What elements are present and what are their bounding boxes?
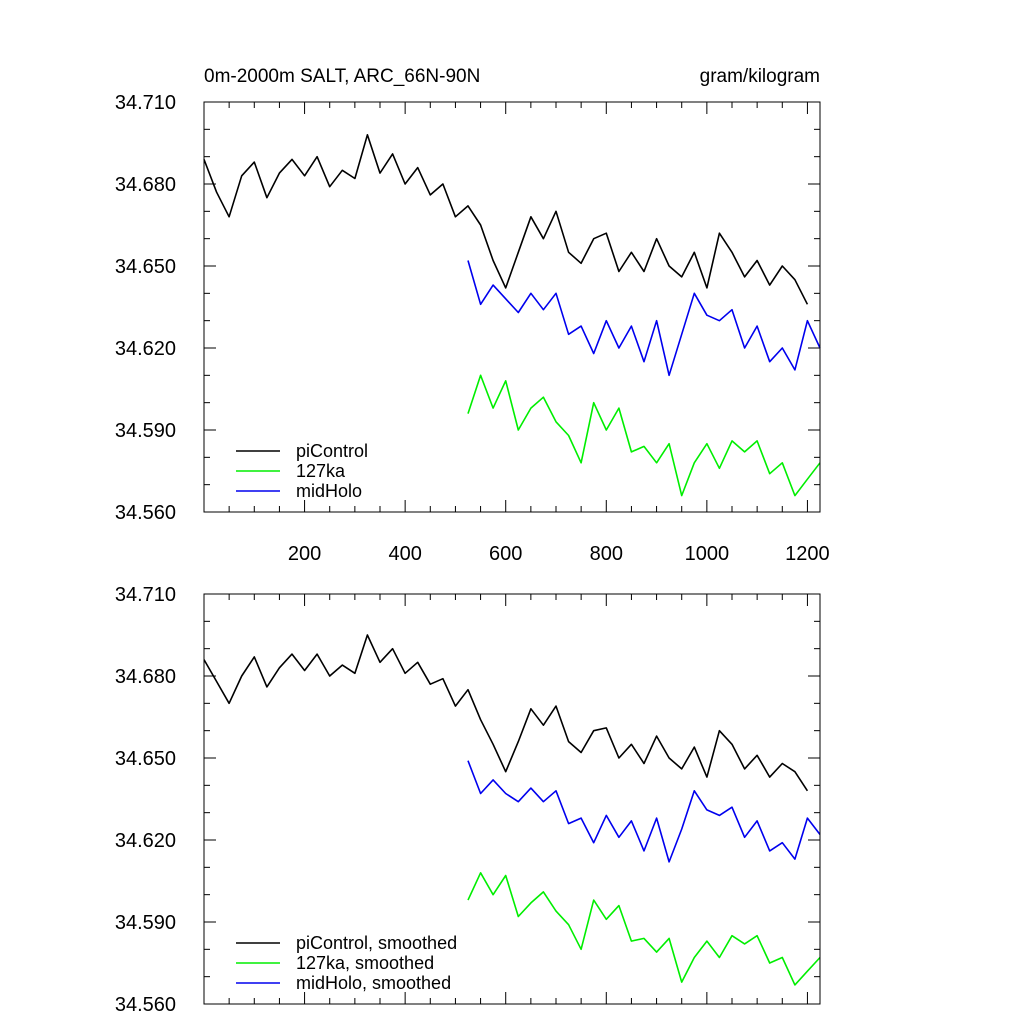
y-tick-label: 34.590 xyxy=(115,912,176,934)
x-tick-label: 200 xyxy=(288,543,321,565)
chart-units: gram/kilogram xyxy=(700,66,820,87)
y-tick-label: 34.620 xyxy=(115,830,176,852)
legend-label: piControl, smoothed xyxy=(296,933,457,953)
series-line-0 xyxy=(203,134,809,305)
plot-frame xyxy=(203,593,821,1005)
series-line-1 xyxy=(467,871,821,986)
series-line-2 xyxy=(467,760,821,863)
y-tick-label: 34.650 xyxy=(115,256,176,278)
chart-title: 0m-2000m SALT, ARC_66N-90N xyxy=(204,66,480,87)
y-tick-label: 34.590 xyxy=(115,420,176,442)
plot-frame xyxy=(203,101,821,513)
legend-label: piControl xyxy=(296,441,368,461)
x-tick-label: 1000 xyxy=(685,543,730,565)
legend-label: midHolo, smoothed xyxy=(296,973,451,993)
y-tick-label: 34.710 xyxy=(115,92,176,114)
series-line-2 xyxy=(467,260,821,377)
x-tick-label: 600 xyxy=(489,543,522,565)
x-tick-label: 400 xyxy=(388,543,421,565)
series-line-1 xyxy=(467,374,821,497)
y-tick-label: 34.560 xyxy=(115,994,176,1016)
x-tick-label: 800 xyxy=(590,543,623,565)
legend-label: 127ka, smoothed xyxy=(296,953,434,973)
series-line-0 xyxy=(203,634,809,792)
x-tick-label: 1200 xyxy=(785,543,830,565)
legend-label: 127ka xyxy=(296,461,346,481)
top-chart-panel: 0m-2000m SALT, ARC_66N-90N gram/kilogram… xyxy=(115,66,830,565)
y-tick-label: 34.710 xyxy=(115,584,176,606)
y-tick-label: 34.680 xyxy=(115,666,176,688)
bottom-chart-panel: 34.560 34.590 34.620 34.650 34.680 34.710 piCo… xyxy=(115,584,821,1016)
legend-label: midHolo xyxy=(296,481,362,501)
y-tick-label: 34.620 xyxy=(115,338,176,360)
y-tick-label: 34.650 xyxy=(115,748,176,770)
y-tick-label: 34.680 xyxy=(115,174,176,196)
y-tick-label: 34.560 xyxy=(115,502,176,524)
